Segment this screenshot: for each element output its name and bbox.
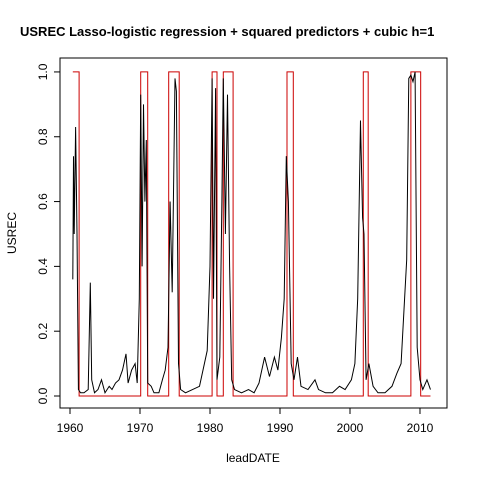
- y-tick-label: 0.8: [36, 128, 50, 145]
- series-line: [72, 71, 431, 394]
- plot-frame: [59, 57, 448, 409]
- x-tick-label: 2000: [337, 421, 364, 435]
- x-tick-label: 1970: [127, 421, 154, 435]
- y-tick-label: 1.0: [36, 63, 50, 80]
- x-tick-label: 2010: [407, 421, 434, 435]
- y-tick-label: 0.6: [36, 193, 50, 210]
- x-axis-label: leadDATE: [226, 451, 280, 465]
- x-tick-label: 1990: [267, 421, 294, 435]
- x-tick-label: 1960: [57, 421, 84, 435]
- chart-title: USREC Lasso-logistic regression + square…: [20, 24, 434, 39]
- x-tick-label: 1980: [197, 421, 224, 435]
- y-tick-label: 0.4: [36, 258, 50, 275]
- y-tick-label: 0.2: [36, 323, 50, 340]
- series-line: [72, 71, 431, 397]
- y-tick-label: 0.0: [36, 387, 50, 404]
- y-axis-label: USREC: [5, 212, 19, 254]
